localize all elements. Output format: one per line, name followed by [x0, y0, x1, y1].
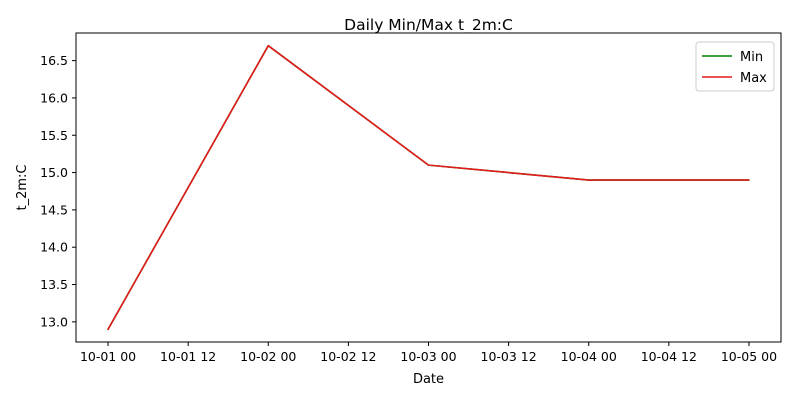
x-axis-label: Date	[413, 372, 444, 387]
y-tick-label: 14.0	[40, 240, 68, 255]
plot-area	[75, 32, 782, 343]
legend-min-label: Min	[740, 50, 763, 65]
x-tick-label: 10-04 12	[641, 349, 697, 364]
legend-box	[695, 41, 775, 92]
x-tick-label: 10-02 12	[320, 349, 376, 364]
x-tick-label: 10-01 00	[80, 349, 136, 364]
x-tick-label: 10-01 12	[160, 349, 216, 364]
series-lines	[107, 44, 750, 331]
x-tick-label: 10-05 00	[721, 349, 777, 364]
legend: Min Max	[695, 41, 775, 92]
y-axis: 13.0 13.5 14.0 14.5 15.0 15.5 16.0 16.5	[40, 53, 76, 329]
y-tick-label: 13.5	[40, 277, 68, 292]
x-tick-label: 10-03 12	[481, 349, 537, 364]
x-axis: 10-01 00 10-01 12 10-02 00 10-02 12 10-03 00…	[80, 342, 777, 364]
x-tick-label: 10-04 00	[561, 349, 617, 364]
y-tick-label: 14.5	[40, 202, 68, 217]
chart-title: Daily Min/Max t_2m:C	[344, 16, 513, 35]
y-tick-label: 16.0	[40, 90, 68, 105]
y-tick-label: 15.5	[40, 128, 68, 143]
y-tick-label: 16.5	[40, 53, 68, 68]
series-line-max	[107, 44, 750, 331]
legend-max-label: Max	[740, 71, 767, 86]
y-tick-label: 15.0	[40, 165, 68, 180]
y-axis-label: t_2m:C	[15, 165, 30, 211]
y-tick-label: 13.0	[40, 314, 68, 329]
x-tick-label: 10-03 00	[400, 349, 456, 364]
x-tick-label: 10-02 00	[240, 349, 296, 364]
series-line-min	[107, 44, 750, 331]
